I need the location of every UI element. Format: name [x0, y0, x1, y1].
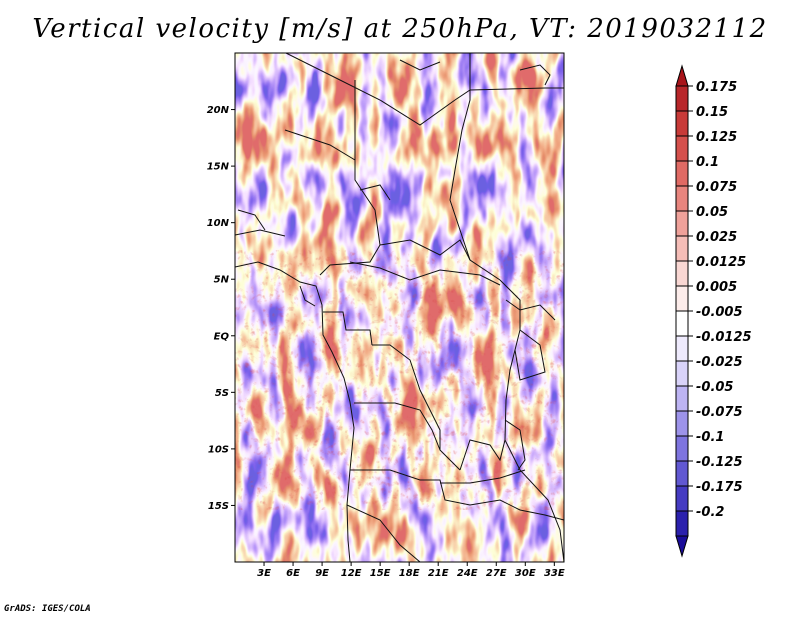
lon-tick-label: 27E [486, 568, 507, 579]
colorbar-bin [675, 460, 689, 487]
colorbar-bin [675, 335, 689, 362]
colorbar-bin [675, 235, 689, 262]
velocity-field [235, 53, 564, 562]
lon-tick-label: 9E [315, 568, 329, 579]
colorbar-bin [675, 310, 689, 337]
colorbar-bin [675, 260, 689, 287]
lat-tick-label: 20N [207, 105, 230, 116]
colorbar-bin [675, 385, 689, 412]
lon-tick-label: 6E [286, 568, 300, 579]
lat-tick-label: EQ [214, 331, 230, 342]
lat-tick-label: 10S [208, 444, 229, 455]
lon-tick-label: 33E [544, 568, 565, 579]
lon-tick-label: 18E [399, 568, 420, 579]
colorbar-label: 0.075 [696, 180, 737, 195]
colorbar-label: 0.15 [696, 105, 728, 120]
colorbar-bin [675, 110, 689, 137]
lon-tick-label: 15E [370, 568, 391, 579]
colorbar-label: -0.005 [696, 305, 743, 320]
colorbar-label: -0.175 [696, 480, 743, 495]
lon-tick-label: 12E [341, 568, 362, 579]
colorbar-label: -0.0125 [696, 330, 752, 345]
lon-tick-label: 30E [515, 568, 536, 579]
map-frame [234, 52, 565, 563]
colorbar-label: 0.05 [696, 205, 728, 220]
colorbar-bin [675, 210, 689, 237]
colorbar-label: 0.005 [696, 280, 737, 295]
colorbar-label: -0.2 [696, 505, 724, 520]
colorbar-bin [675, 135, 689, 162]
lat-tick-label: 10N [207, 218, 230, 229]
colorbar-label: -0.025 [696, 355, 743, 370]
colorbar-label: 0.175 [696, 80, 737, 95]
colorbar-bin [675, 185, 689, 212]
colorbar-bin [675, 160, 689, 187]
colorbar-label: -0.05 [696, 380, 733, 395]
colorbar-label: 0.0125 [696, 255, 746, 270]
colorbar-bin [675, 485, 689, 512]
lon-tick-label: 3E [257, 568, 271, 579]
colorbar-label: 0.025 [696, 230, 737, 245]
lon-tick-label: 21E [428, 568, 449, 579]
colorbar: 0.175 0.15 0.125 0.1 0.075 0.05 0.025 0.0125 0.0… [675, 64, 752, 558]
colorbar-bin [675, 435, 689, 462]
colorbar-label: -0.125 [696, 455, 743, 470]
colorbar-bottom-arrow [675, 535, 689, 558]
colorbar-bin [675, 360, 689, 387]
colorbar-label: -0.1 [696, 430, 724, 445]
colorbar-bin [675, 510, 689, 537]
colorbar-label: 0.125 [696, 130, 737, 145]
lat-tick-label: 5S [215, 388, 229, 399]
colorbar-label: -0.075 [696, 405, 743, 420]
lon-tick-label: 24E [457, 568, 478, 579]
colorbar-label: 0.1 [696, 155, 719, 170]
country-borders [235, 53, 564, 562]
colorbar-bin [675, 285, 689, 312]
chart-title: Vertical velocity [m/s] at 250hPa, VT: 2… [32, 14, 768, 44]
lat-tick-label: 15N [207, 162, 230, 173]
axis-ticks: 20N 15N 10N 5N EQ 5S 10S 15S 3E 6E 9E 12E 15E 18E 21E 2… [207, 105, 565, 579]
colorbar-bin [675, 85, 689, 112]
colorbar-top-arrow [675, 64, 689, 87]
colorbar-bin [675, 410, 689, 437]
lat-tick-label: 5N [214, 275, 230, 286]
lat-tick-label: 15S [208, 501, 229, 512]
grads-credit: GrADS: IGES/COLA [4, 604, 91, 614]
